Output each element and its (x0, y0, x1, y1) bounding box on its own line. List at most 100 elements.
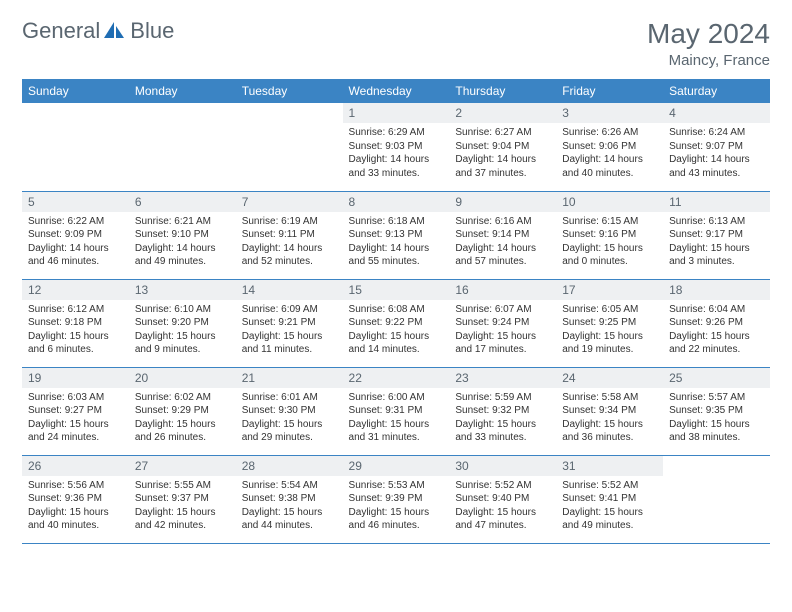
day-cell: 31Sunrise: 5:52 AMSunset: 9:41 PMDayligh… (556, 455, 663, 543)
calendar-table: SundayMondayTuesdayWednesdayThursdayFrid… (22, 79, 770, 544)
day-number: 1 (343, 103, 450, 123)
empty-day-cell (129, 103, 236, 191)
day-cell: 13Sunrise: 6:10 AMSunset: 9:20 PMDayligh… (129, 279, 236, 367)
day-number: 18 (663, 280, 770, 300)
day-number: 22 (343, 368, 450, 388)
day-cell: 29Sunrise: 5:53 AMSunset: 9:39 PMDayligh… (343, 455, 450, 543)
day-cell: 12Sunrise: 6:12 AMSunset: 9:18 PMDayligh… (22, 279, 129, 367)
day-cell: 22Sunrise: 6:00 AMSunset: 9:31 PMDayligh… (343, 367, 450, 455)
day-number: 8 (343, 192, 450, 212)
day-details: Sunrise: 6:12 AMSunset: 9:18 PMDaylight:… (22, 300, 129, 363)
day-cell: 7Sunrise: 6:19 AMSunset: 9:11 PMDaylight… (236, 191, 343, 279)
day-number: 24 (556, 368, 663, 388)
day-details: Sunrise: 6:21 AMSunset: 9:10 PMDaylight:… (129, 212, 236, 275)
day-details: Sunrise: 5:56 AMSunset: 9:36 PMDaylight:… (22, 476, 129, 539)
calendar-week-row: 5Sunrise: 6:22 AMSunset: 9:09 PMDaylight… (22, 191, 770, 279)
day-number: 28 (236, 456, 343, 476)
day-number: 11 (663, 192, 770, 212)
month-title: May 2024 (647, 18, 770, 50)
day-cell: 10Sunrise: 6:15 AMSunset: 9:16 PMDayligh… (556, 191, 663, 279)
day-number: 3 (556, 103, 663, 123)
day-number: 29 (343, 456, 450, 476)
day-number: 25 (663, 368, 770, 388)
day-number: 9 (449, 192, 556, 212)
day-cell: 11Sunrise: 6:13 AMSunset: 9:17 PMDayligh… (663, 191, 770, 279)
day-cell: 9Sunrise: 6:16 AMSunset: 9:14 PMDaylight… (449, 191, 556, 279)
day-details: Sunrise: 6:07 AMSunset: 9:24 PMDaylight:… (449, 300, 556, 363)
day-details: Sunrise: 6:13 AMSunset: 9:17 PMDaylight:… (663, 212, 770, 275)
empty-day-cell (663, 455, 770, 543)
day-details: Sunrise: 5:57 AMSunset: 9:35 PMDaylight:… (663, 388, 770, 451)
day-details: Sunrise: 6:24 AMSunset: 9:07 PMDaylight:… (663, 123, 770, 186)
page-header: General Blue May 2024 Maincy, France (22, 18, 770, 69)
brand-text-left: General (22, 18, 100, 44)
day-number: 21 (236, 368, 343, 388)
day-cell: 6Sunrise: 6:21 AMSunset: 9:10 PMDaylight… (129, 191, 236, 279)
weekday-header: Friday (556, 79, 663, 103)
day-details: Sunrise: 6:15 AMSunset: 9:16 PMDaylight:… (556, 212, 663, 275)
day-cell: 21Sunrise: 6:01 AMSunset: 9:30 PMDayligh… (236, 367, 343, 455)
day-number: 4 (663, 103, 770, 123)
day-details: Sunrise: 5:54 AMSunset: 9:38 PMDaylight:… (236, 476, 343, 539)
day-details: Sunrise: 6:09 AMSunset: 9:21 PMDaylight:… (236, 300, 343, 363)
weekday-header: Thursday (449, 79, 556, 103)
day-details: Sunrise: 6:18 AMSunset: 9:13 PMDaylight:… (343, 212, 450, 275)
day-number: 30 (449, 456, 556, 476)
day-cell: 20Sunrise: 6:02 AMSunset: 9:29 PMDayligh… (129, 367, 236, 455)
day-cell: 28Sunrise: 5:54 AMSunset: 9:38 PMDayligh… (236, 455, 343, 543)
weekday-header: Saturday (663, 79, 770, 103)
day-number: 20 (129, 368, 236, 388)
day-details: Sunrise: 5:52 AMSunset: 9:40 PMDaylight:… (449, 476, 556, 539)
day-number: 12 (22, 280, 129, 300)
brand-logo: General Blue (22, 18, 174, 44)
day-details: Sunrise: 6:05 AMSunset: 9:25 PMDaylight:… (556, 300, 663, 363)
day-cell: 15Sunrise: 6:08 AMSunset: 9:22 PMDayligh… (343, 279, 450, 367)
weekday-header: Monday (129, 79, 236, 103)
day-number: 17 (556, 280, 663, 300)
day-cell: 3Sunrise: 6:26 AMSunset: 9:06 PMDaylight… (556, 103, 663, 191)
day-details: Sunrise: 6:04 AMSunset: 9:26 PMDaylight:… (663, 300, 770, 363)
day-number: 27 (129, 456, 236, 476)
empty-day-cell (236, 103, 343, 191)
calendar-week-row: 26Sunrise: 5:56 AMSunset: 9:36 PMDayligh… (22, 455, 770, 543)
day-cell: 5Sunrise: 6:22 AMSunset: 9:09 PMDaylight… (22, 191, 129, 279)
day-number: 2 (449, 103, 556, 123)
day-cell: 30Sunrise: 5:52 AMSunset: 9:40 PMDayligh… (449, 455, 556, 543)
day-details: Sunrise: 6:01 AMSunset: 9:30 PMDaylight:… (236, 388, 343, 451)
day-number: 13 (129, 280, 236, 300)
day-details: Sunrise: 6:00 AMSunset: 9:31 PMDaylight:… (343, 388, 450, 451)
day-number: 15 (343, 280, 450, 300)
day-cell: 4Sunrise: 6:24 AMSunset: 9:07 PMDaylight… (663, 103, 770, 191)
day-details: Sunrise: 6:16 AMSunset: 9:14 PMDaylight:… (449, 212, 556, 275)
day-details: Sunrise: 6:22 AMSunset: 9:09 PMDaylight:… (22, 212, 129, 275)
day-details: Sunrise: 6:02 AMSunset: 9:29 PMDaylight:… (129, 388, 236, 451)
day-details: Sunrise: 6:19 AMSunset: 9:11 PMDaylight:… (236, 212, 343, 275)
title-block: May 2024 Maincy, France (647, 18, 770, 69)
day-cell: 25Sunrise: 5:57 AMSunset: 9:35 PMDayligh… (663, 367, 770, 455)
day-cell: 8Sunrise: 6:18 AMSunset: 9:13 PMDaylight… (343, 191, 450, 279)
day-details: Sunrise: 6:29 AMSunset: 9:03 PMDaylight:… (343, 123, 450, 186)
day-number: 6 (129, 192, 236, 212)
weekday-header: Wednesday (343, 79, 450, 103)
day-details: Sunrise: 6:03 AMSunset: 9:27 PMDaylight:… (22, 388, 129, 451)
day-number: 16 (449, 280, 556, 300)
day-number: 26 (22, 456, 129, 476)
day-number: 14 (236, 280, 343, 300)
day-cell: 24Sunrise: 5:58 AMSunset: 9:34 PMDayligh… (556, 367, 663, 455)
day-number: 7 (236, 192, 343, 212)
day-details: Sunrise: 5:55 AMSunset: 9:37 PMDaylight:… (129, 476, 236, 539)
day-details: Sunrise: 6:08 AMSunset: 9:22 PMDaylight:… (343, 300, 450, 363)
location-label: Maincy, France (647, 52, 770, 69)
empty-day-cell (22, 103, 129, 191)
day-cell: 19Sunrise: 6:03 AMSunset: 9:27 PMDayligh… (22, 367, 129, 455)
day-details: Sunrise: 6:26 AMSunset: 9:06 PMDaylight:… (556, 123, 663, 186)
day-details: Sunrise: 5:59 AMSunset: 9:32 PMDaylight:… (449, 388, 556, 451)
calendar-week-row: 1Sunrise: 6:29 AMSunset: 9:03 PMDaylight… (22, 103, 770, 191)
day-details: Sunrise: 6:27 AMSunset: 9:04 PMDaylight:… (449, 123, 556, 186)
weekday-header: Tuesday (236, 79, 343, 103)
sail-icon (104, 22, 126, 40)
day-number: 10 (556, 192, 663, 212)
day-cell: 16Sunrise: 6:07 AMSunset: 9:24 PMDayligh… (449, 279, 556, 367)
day-details: Sunrise: 5:52 AMSunset: 9:41 PMDaylight:… (556, 476, 663, 539)
day-number: 19 (22, 368, 129, 388)
